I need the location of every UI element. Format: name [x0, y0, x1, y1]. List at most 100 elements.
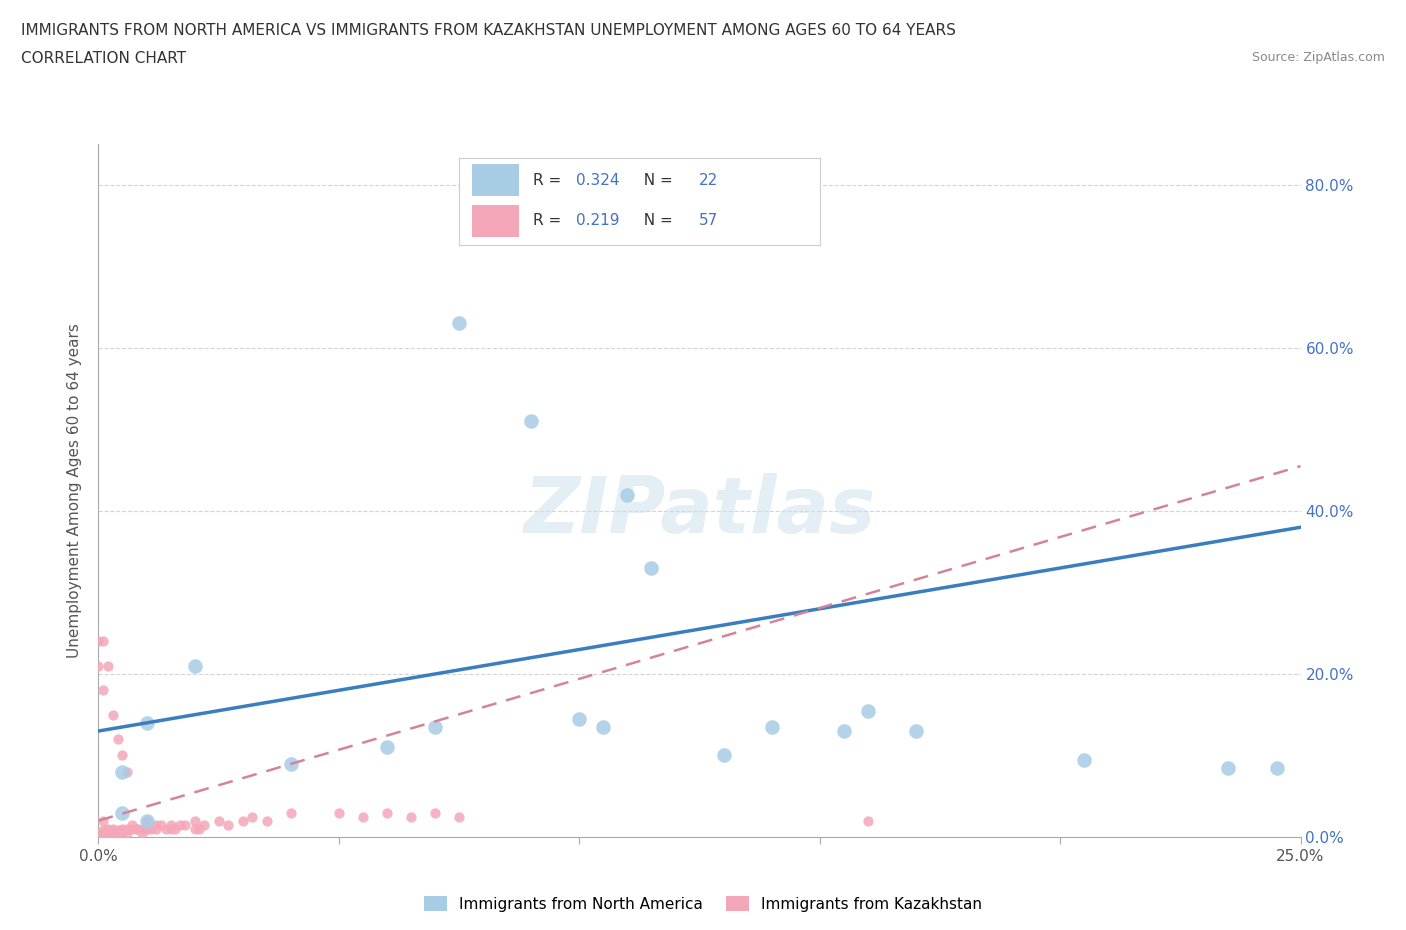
- Text: R =: R =: [533, 173, 567, 188]
- Point: [135, 817, 157, 832]
- Point: [904, 724, 927, 738]
- Point: [111, 748, 134, 763]
- Point: [183, 658, 205, 673]
- Point: [117, 821, 139, 836]
- Point: [91, 813, 114, 828]
- Point: [107, 732, 129, 747]
- Point: [111, 764, 134, 779]
- Point: [447, 316, 470, 331]
- Point: [188, 821, 211, 836]
- Point: [375, 805, 398, 820]
- Point: [107, 826, 129, 841]
- Point: [640, 561, 662, 576]
- Point: [183, 821, 205, 836]
- Point: [111, 805, 134, 820]
- Point: [131, 821, 153, 836]
- Point: [232, 813, 254, 828]
- Point: [375, 740, 398, 755]
- Point: [91, 634, 114, 649]
- Point: [856, 813, 879, 828]
- Point: [423, 805, 446, 820]
- Point: [280, 756, 302, 771]
- Point: [135, 813, 157, 828]
- Point: [91, 826, 114, 841]
- Point: [125, 821, 148, 836]
- Text: ZIPatlas: ZIPatlas: [523, 473, 876, 550]
- Point: [91, 823, 114, 838]
- Text: CORRELATION CHART: CORRELATION CHART: [21, 51, 186, 66]
- Point: [856, 703, 879, 718]
- Point: [193, 817, 215, 832]
- Text: R =: R =: [533, 213, 567, 228]
- Point: [616, 487, 638, 502]
- Point: [97, 826, 120, 841]
- Point: [761, 720, 783, 735]
- Point: [135, 715, 157, 730]
- Point: [97, 824, 120, 839]
- Text: 0.219: 0.219: [576, 213, 620, 228]
- Text: Source: ZipAtlas.com: Source: ZipAtlas.com: [1251, 51, 1385, 64]
- Point: [145, 817, 167, 832]
- Point: [174, 817, 197, 832]
- Point: [101, 826, 124, 841]
- Point: [1265, 761, 1288, 776]
- Point: [121, 817, 143, 832]
- Point: [125, 821, 148, 836]
- Point: [97, 821, 120, 836]
- Point: [169, 817, 191, 832]
- Point: [131, 826, 153, 841]
- Point: [520, 414, 543, 429]
- Point: [117, 764, 139, 779]
- Point: [423, 720, 446, 735]
- Point: [217, 817, 239, 832]
- Point: [135, 821, 157, 836]
- Point: [117, 826, 139, 841]
- Point: [256, 813, 278, 828]
- Point: [399, 809, 422, 824]
- Point: [352, 809, 374, 824]
- Point: [87, 634, 110, 649]
- Point: [97, 658, 120, 673]
- Bar: [471, 164, 519, 195]
- Point: [149, 817, 172, 832]
- Point: [87, 826, 110, 841]
- Point: [107, 826, 129, 841]
- Point: [145, 821, 167, 836]
- Point: [101, 826, 124, 841]
- Point: [592, 720, 614, 735]
- Point: [159, 817, 181, 832]
- Text: N =: N =: [634, 213, 678, 228]
- Point: [713, 748, 735, 763]
- Point: [91, 826, 114, 841]
- Point: [208, 813, 231, 828]
- Legend: Immigrants from North America, Immigrants from Kazakhstan: Immigrants from North America, Immigrant…: [418, 889, 988, 918]
- Point: [111, 821, 134, 836]
- Text: N =: N =: [634, 173, 678, 188]
- Point: [568, 711, 591, 726]
- Point: [1073, 752, 1095, 767]
- Point: [101, 821, 124, 836]
- Y-axis label: Unemployment Among Ages 60 to 64 years: Unemployment Among Ages 60 to 64 years: [67, 323, 83, 658]
- Point: [240, 809, 263, 824]
- Point: [1218, 761, 1240, 776]
- Text: 0.324: 0.324: [576, 173, 620, 188]
- Point: [101, 823, 124, 838]
- Point: [101, 708, 124, 723]
- Bar: [471, 205, 519, 237]
- Point: [111, 823, 134, 838]
- Point: [135, 821, 157, 836]
- Point: [832, 724, 855, 738]
- Point: [121, 821, 143, 836]
- Text: IMMIGRANTS FROM NORTH AMERICA VS IMMIGRANTS FROM KAZAKHSTAN UNEMPLOYMENT AMONG A: IMMIGRANTS FROM NORTH AMERICA VS IMMIGRA…: [21, 23, 956, 38]
- Text: 57: 57: [699, 213, 718, 228]
- Point: [183, 813, 205, 828]
- Point: [159, 821, 181, 836]
- Point: [280, 805, 302, 820]
- Point: [87, 658, 110, 673]
- Text: 22: 22: [699, 173, 718, 188]
- Point: [141, 821, 163, 836]
- Point: [111, 826, 134, 841]
- Point: [328, 805, 350, 820]
- Point: [91, 683, 114, 698]
- Point: [107, 823, 129, 838]
